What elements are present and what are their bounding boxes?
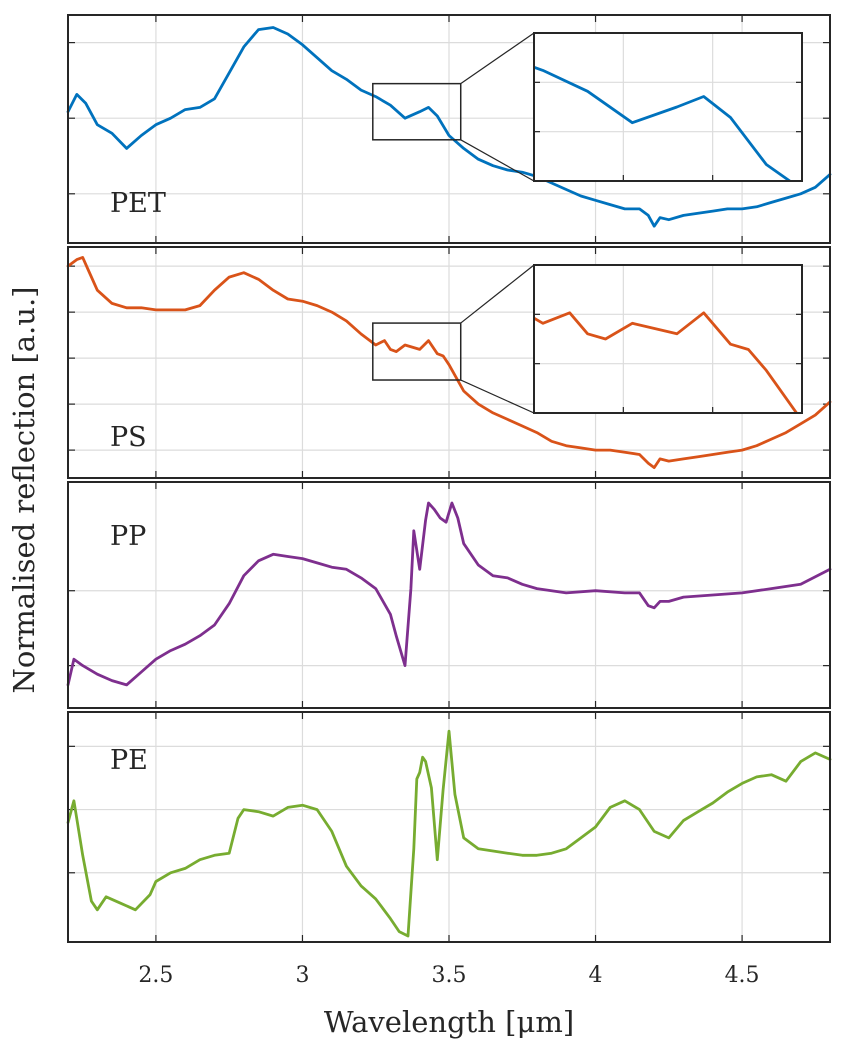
panel-label-pp: PP <box>110 521 146 552</box>
panel-label-pe: PE <box>110 745 148 776</box>
panel-frame-pet <box>67 14 831 244</box>
inset-frame-pet <box>533 32 803 182</box>
inset-pet <box>372 32 803 182</box>
x-tick-label-3.5: 3.5 <box>432 963 467 988</box>
inset-frame-ps <box>533 264 803 414</box>
inset-connector <box>460 379 535 414</box>
panel-label-ps: PS <box>110 422 147 453</box>
inset-background <box>534 265 802 413</box>
series-line-pet <box>66 26 832 228</box>
zoom-region-box <box>372 322 462 381</box>
x-tick-label-2.5: 2.5 <box>138 963 173 988</box>
x-tick-label-4.5: 4.5 <box>725 963 760 988</box>
inset-series-line-ps <box>534 311 799 413</box>
zoom-region-box <box>372 82 462 141</box>
inset-connector <box>460 32 535 85</box>
series-line-pe <box>66 729 832 938</box>
panel-pe: PE <box>66 711 832 943</box>
x-tick-label-3: 3 <box>295 963 309 988</box>
x-axis-label: Wavelength [μm] <box>324 1005 574 1039</box>
panel-frame-pp <box>67 481 831 709</box>
y-axis-label: Normalised reflection [a.u.] <box>7 287 41 694</box>
series-line-pp <box>66 501 832 687</box>
panel-frame-ps <box>67 246 831 479</box>
x-tick-label-4: 4 <box>589 963 603 988</box>
panel-pp: PP <box>66 481 832 709</box>
inset-background <box>534 33 802 181</box>
inset-ps <box>372 264 803 414</box>
series-line-ps <box>66 255 832 470</box>
panel-pet: PET <box>66 14 832 244</box>
inset-connector <box>460 139 535 182</box>
inset-connector <box>460 264 535 324</box>
panel-frame-pe <box>67 711 831 943</box>
panel-label-pet: PET <box>110 188 166 219</box>
